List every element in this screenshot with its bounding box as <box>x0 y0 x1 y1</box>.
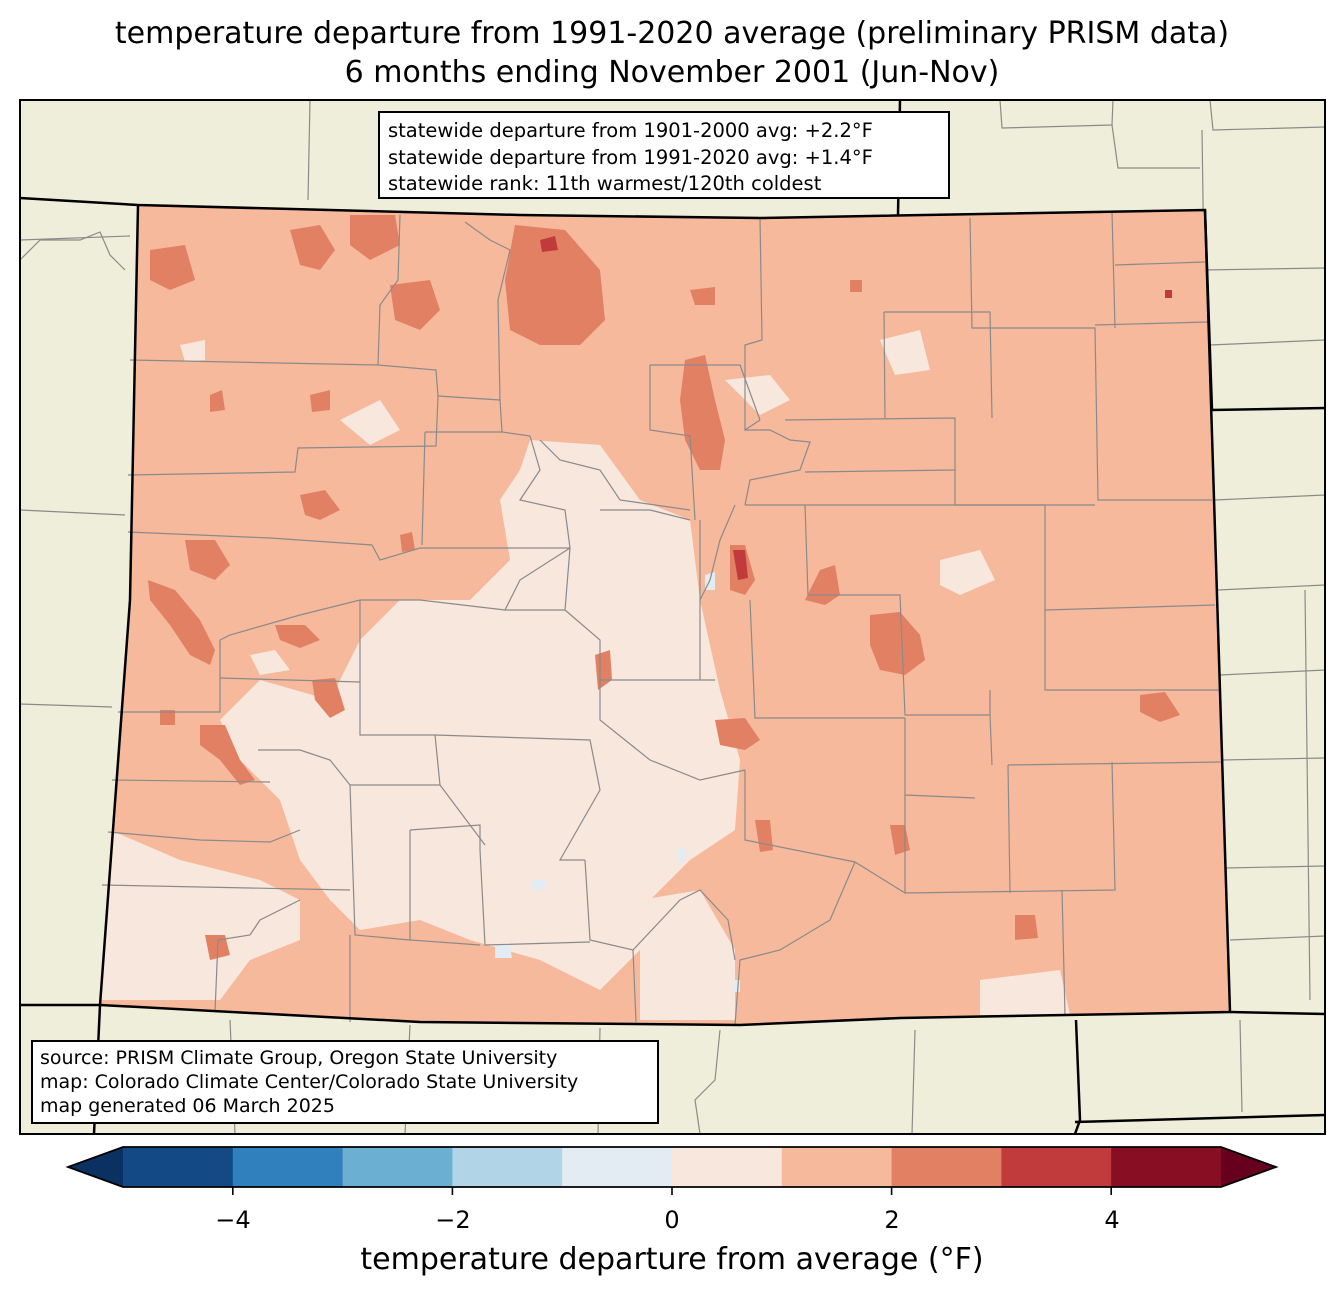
colorbar-bin <box>781 1147 893 1187</box>
colorbar-bin <box>891 1147 1002 1187</box>
stats-line-1901-2000: statewide departure from 1901-2000 avg: … <box>388 119 873 142</box>
colorbar-bin <box>232 1147 344 1187</box>
colorbar-tick-label: 4 <box>1104 1206 1120 1234</box>
colorbar-bin <box>672 1147 783 1187</box>
colorbar-bin <box>1111 1147 1222 1187</box>
map-frame <box>19 99 1326 1135</box>
statewide-stats-box: statewide departure from 1901-2000 avg: … <box>378 111 950 199</box>
colorbar <box>65 1146 1279 1195</box>
contour-3-4 <box>540 236 1172 580</box>
generated-date-line: map generated 06 March 2025 <box>40 1095 335 1117</box>
source-credits-box: source: PRISM Climate Group, Oregon Stat… <box>31 1040 659 1124</box>
colorbar-tick-label: −4 <box>215 1206 251 1234</box>
colorbar-extend-low <box>68 1147 123 1187</box>
colorbar-outline <box>65 1146 1279 1188</box>
colorbar-tick-label: 0 <box>664 1206 680 1234</box>
colorbar-bin <box>562 1147 673 1187</box>
map-title-line1: temperature departure from 1991-2020 ave… <box>114 16 1230 51</box>
colorbar-extend-high <box>1221 1147 1276 1187</box>
map-credit-line: map: Colorado Climate Center/Colorado St… <box>40 1071 579 1093</box>
colorbar-bin <box>452 1147 563 1187</box>
colorbar-bins <box>123 1147 1222 1187</box>
colorbar-tick-marks <box>232 1187 1112 1195</box>
colorbar-tick-label: 2 <box>884 1206 900 1234</box>
colorbar-bin <box>1001 1147 1112 1187</box>
county-lines <box>101 211 1223 1026</box>
contour-0-1 <box>100 330 1070 1020</box>
stats-line-1991-2020: statewide departure from 1991-2020 avg: … <box>388 145 873 169</box>
colorbar-label: temperature departure from average (°F) <box>360 1242 984 1277</box>
colorbar-bin <box>342 1147 453 1187</box>
stats-line-rank: statewide rank: 11th warmest/120th colde… <box>388 172 822 195</box>
map-title-line2: 6 months ending November 2001 (Jun-Nov) <box>344 55 1000 90</box>
colorbar-tick-label: −2 <box>435 1206 471 1234</box>
contour-2-3 <box>148 215 1180 960</box>
source-line: source: PRISM Climate Group, Oregon Stat… <box>40 1047 558 1069</box>
colorbar-bin <box>123 1147 234 1187</box>
